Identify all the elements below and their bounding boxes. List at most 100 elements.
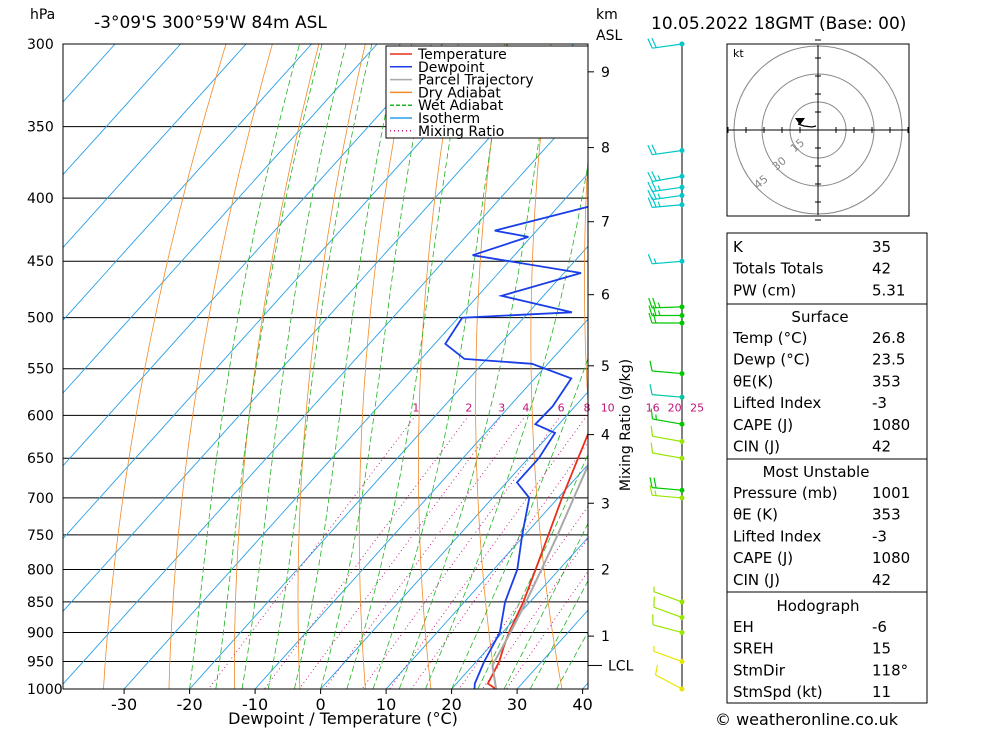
surface-label: θE(K) bbox=[733, 372, 773, 390]
mixing-ratio-line bbox=[208, 415, 416, 689]
mixing-ratio-label: 4 bbox=[522, 401, 529, 414]
wind-barb-dot bbox=[680, 615, 685, 620]
wind-barb-shaft bbox=[652, 187, 682, 191]
wind-barb bbox=[648, 254, 684, 264]
wind-barb-dot bbox=[680, 259, 685, 264]
mixing-ratio-axis-label: Mixing Ratio (g/kg) bbox=[618, 359, 634, 491]
wind-barb-flag bbox=[654, 478, 656, 488]
index-value: 35 bbox=[872, 238, 891, 256]
most-unstable-value: 42 bbox=[872, 571, 891, 589]
wind-barb-dot bbox=[680, 148, 685, 153]
wind-barb-half-flag bbox=[656, 415, 657, 420]
most-unstable-value: 1080 bbox=[872, 549, 910, 567]
wind-barb-shaft bbox=[654, 607, 682, 617]
pressure-tick-label: 1000 bbox=[27, 682, 63, 698]
wind-barb-flag bbox=[652, 145, 656, 154]
mixing-ratio-line bbox=[264, 415, 469, 689]
mixing-ratio-label: 1 bbox=[412, 401, 419, 414]
wind-barb-flag bbox=[650, 361, 652, 371]
wind-barb-dot bbox=[680, 630, 685, 635]
wind-barb-half-flag bbox=[658, 303, 660, 308]
wind-barb-flag bbox=[656, 665, 658, 675]
wind-barb-flag bbox=[650, 384, 652, 394]
pressure-tick-label: 600 bbox=[27, 408, 54, 424]
pressure-tick-label: 550 bbox=[27, 362, 54, 378]
dry-adiabat-line bbox=[419, 44, 459, 689]
wind-barb-shaft bbox=[656, 675, 683, 689]
wind-barb-dot bbox=[680, 193, 685, 198]
isotherm-line bbox=[0, 44, 574, 689]
pressure-tick-label: 800 bbox=[27, 562, 54, 578]
surface-title: Surface bbox=[791, 308, 848, 326]
wind-barb-shaft bbox=[653, 176, 683, 181]
most-unstable-label: CAPE (J) bbox=[733, 549, 793, 567]
surface-label: Lifted Index bbox=[733, 394, 821, 412]
x-axis-label: Dewpoint / Temperature (°C) bbox=[228, 709, 458, 728]
wind-barb-flag bbox=[648, 145, 652, 155]
mixing-ratio-label: 8 bbox=[584, 401, 591, 414]
km-tick-label: 9 bbox=[601, 65, 610, 81]
wind-barb-shaft bbox=[652, 488, 682, 491]
isotherm-line bbox=[0, 44, 508, 689]
wind-barb-dot bbox=[680, 439, 685, 444]
wind-barb-flag bbox=[652, 38, 656, 48]
surface-value: 26.8 bbox=[872, 329, 905, 347]
wind-barb-flag bbox=[648, 254, 652, 264]
wind-barb-shaft bbox=[654, 651, 682, 661]
surface-value: 42 bbox=[872, 438, 891, 456]
mixing-ratio-label: 3 bbox=[498, 401, 505, 414]
wind-barb-half-flag bbox=[659, 311, 661, 316]
x-tick-label: -20 bbox=[177, 695, 203, 714]
asl-unit-label: ASL bbox=[596, 28, 622, 44]
index-label: Totals Totals bbox=[732, 260, 824, 278]
wind-barb bbox=[648, 171, 685, 181]
isotherm-line bbox=[190, 44, 771, 689]
wind-barb bbox=[651, 426, 684, 444]
wind-barb-half-flag bbox=[658, 202, 660, 207]
hodograph-stat-value: 118° bbox=[872, 661, 908, 679]
wind-barb bbox=[650, 384, 685, 399]
surface-label: Temp (°C) bbox=[732, 329, 807, 347]
wet-adiabat-line bbox=[347, 44, 467, 689]
dry-adiabat-line bbox=[359, 44, 411, 689]
surface-value: 23.5 bbox=[872, 351, 905, 369]
surface-label: Dewp (°C) bbox=[733, 351, 810, 369]
surface-value: 1080 bbox=[872, 416, 910, 434]
wind-barb-dot bbox=[680, 371, 685, 376]
wet-adiabat-line bbox=[216, 44, 322, 689]
x-tick-label: 40 bbox=[572, 695, 592, 714]
pressure-tick-label: 900 bbox=[27, 626, 54, 642]
dry-adiabat-line bbox=[636, 44, 693, 689]
wind-barb-flag bbox=[651, 443, 652, 453]
hodograph-stat-value: 11 bbox=[872, 683, 891, 701]
wind-barb bbox=[648, 181, 685, 191]
wind-barb bbox=[648, 38, 685, 48]
wet-adiabat-line bbox=[242, 44, 346, 689]
wind-barb bbox=[650, 361, 685, 376]
index-value: 42 bbox=[872, 260, 891, 278]
x-tick-label: 30 bbox=[507, 695, 527, 714]
wind-barb-shaft bbox=[653, 453, 683, 458]
hodograph-stat-label: StmSpd (kt) bbox=[733, 683, 823, 701]
hodograph-stat-label: StmDir bbox=[733, 661, 786, 679]
mixing-ratio-label: 6 bbox=[558, 401, 565, 414]
most-unstable-label: θE (K) bbox=[733, 506, 778, 524]
wind-barb-shaft bbox=[652, 151, 682, 155]
wind-barb-half-flag bbox=[658, 194, 660, 199]
wind-barb-dot bbox=[680, 185, 685, 190]
legend-entry: Mixing Ratio bbox=[418, 124, 504, 140]
wind-barb bbox=[654, 587, 685, 605]
pressure-tick-label: 350 bbox=[27, 120, 54, 136]
pressure-tick-label: 750 bbox=[27, 528, 54, 544]
location-title: -3°09'S 300°59'W 84m ASL bbox=[94, 13, 327, 33]
wind-profile bbox=[648, 38, 685, 691]
surface-label: CIN (J) bbox=[733, 438, 780, 456]
most-unstable-label: Lifted Index bbox=[733, 527, 821, 545]
km-tick-label: 5 bbox=[601, 359, 610, 375]
wind-barb-shaft bbox=[653, 625, 682, 633]
wind-barb-half-flag bbox=[658, 186, 660, 191]
wind-barb bbox=[649, 313, 685, 325]
wind-barb-shaft bbox=[652, 261, 682, 264]
